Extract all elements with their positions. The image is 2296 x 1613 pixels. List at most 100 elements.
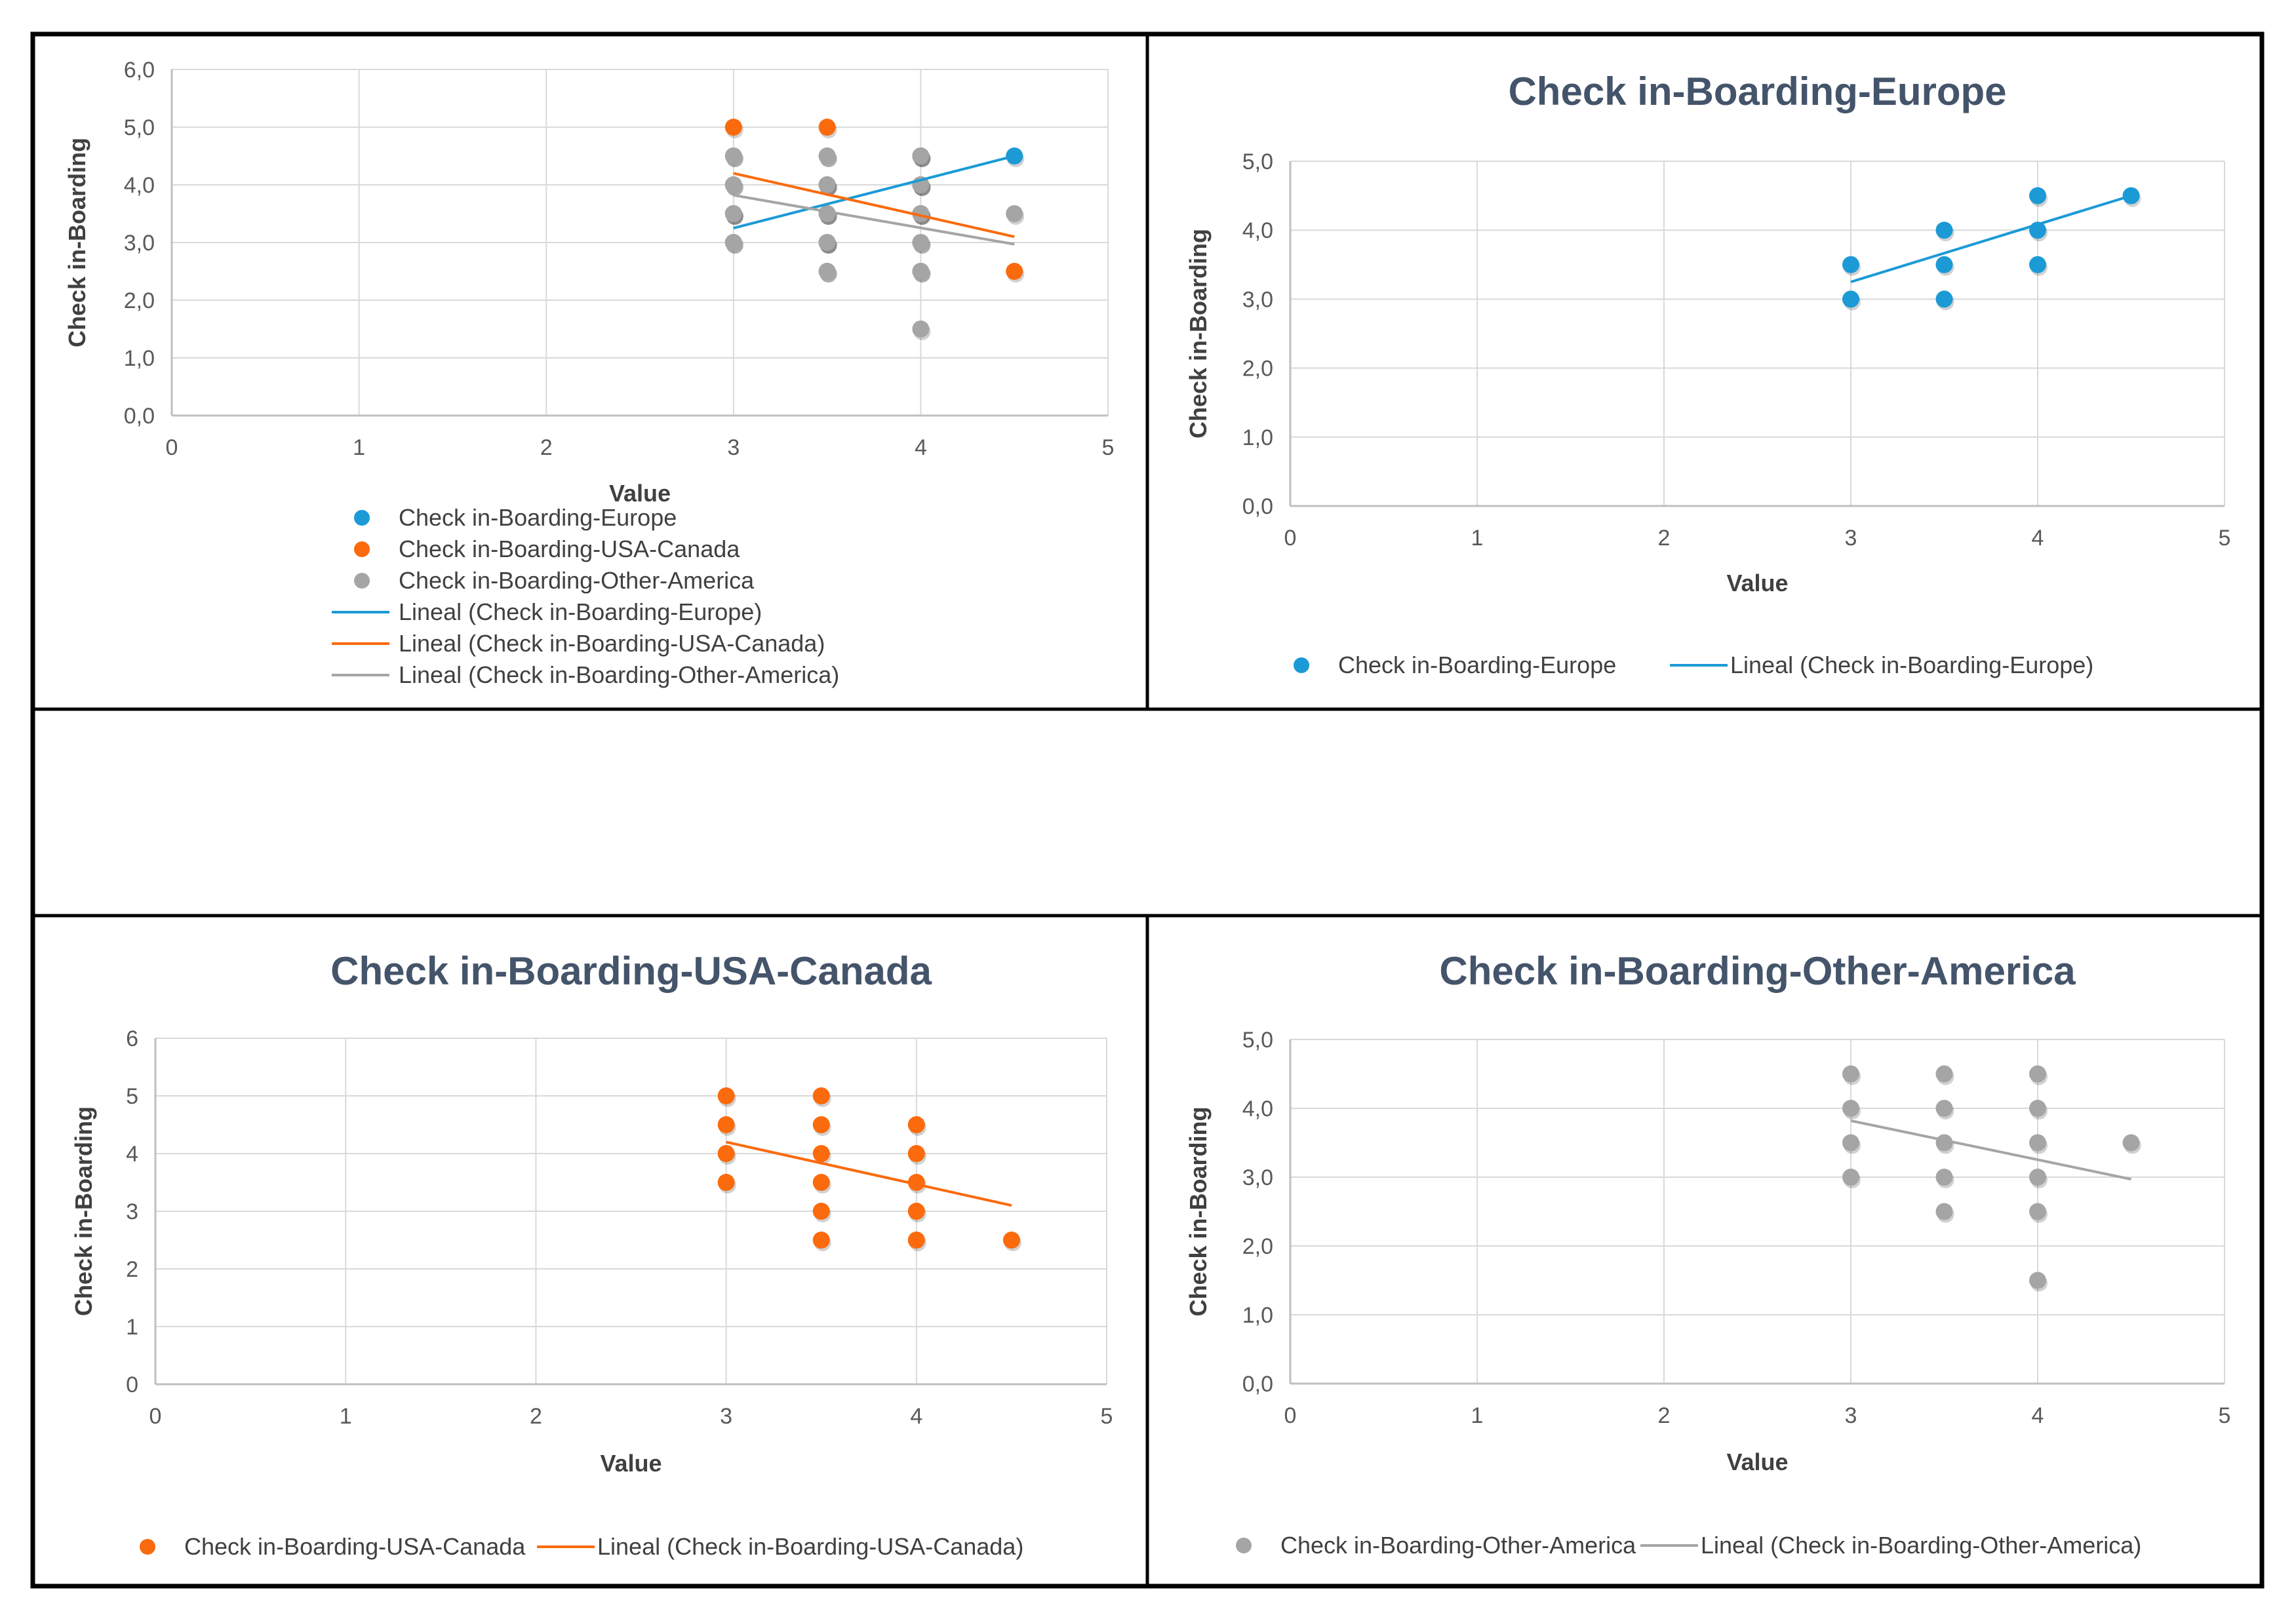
data-point [907,1174,925,1191]
trendline [733,193,1015,246]
data-point [812,1203,830,1220]
x-tick-label: 1 [340,1404,352,1429]
x-tick-label: 5 [1102,435,1115,460]
x-tick-label: 3 [1845,526,1857,551]
trendline [1850,1119,2131,1181]
y-axis-title: Check in-Boarding [1185,229,1212,438]
data-point [907,1203,925,1220]
data-point [2029,1065,2046,1083]
x-axis-title: Value [1726,570,1788,596]
legend-marker [1294,657,1309,673]
legend-label: Check in-Boarding-Other-America [399,567,755,594]
data-point [812,1174,830,1191]
y-tick-label: 3,0 [1242,287,1273,312]
y-tick-label: 4,0 [1242,218,1273,243]
x-tick-label: 1 [1471,1403,1484,1428]
y-tick-label: 0,0 [124,404,155,429]
data-point [2029,1203,2046,1220]
legend-marker [1236,1538,1252,1553]
legend-marker [354,541,370,557]
data-point [717,1116,735,1133]
data-point [2029,1272,2046,1289]
legend-label: Lineal (Check in-Boarding-Other-America) [1701,1532,2141,1559]
x-axis-title: Value [609,480,671,507]
data-point [912,321,930,338]
data-point [818,205,836,222]
data-point [2029,1100,2046,1117]
y-tick-label: 6 [126,1026,138,1051]
data-point [1935,290,1953,308]
legend-label: Check in-Boarding-Other-America [1280,1532,1636,1559]
data-point [2029,187,2046,204]
x-tick-label: 0 [149,1404,162,1429]
x-axis-title: Value [1726,1448,1788,1475]
y-tick-label: 5,0 [124,115,155,140]
y-tick-label: 1 [126,1315,138,1340]
chart-usa-canada: Check in-Boarding-USA-Canada 0 1 2 3 4 5 0 1 2 3 4 5… [70,949,1113,1560]
legend-label: Lineal (Check in-Boarding-USA-Canada) [597,1533,1023,1560]
x-tick-label: 3 [727,435,740,460]
y-tick-label: 3,0 [1242,1165,1273,1190]
data-point [818,119,836,136]
legend-label: Check in-Boarding-Europe [399,504,677,531]
data-point [812,1116,830,1133]
x-axis-title: Value [600,1450,662,1477]
y-tick-label: 2,0 [1242,1234,1273,1259]
data-point [717,1087,735,1104]
data-point [2029,256,2046,273]
data-point [724,205,742,222]
data-point [1935,222,1953,239]
x-tick-label: 5 [1101,1404,1113,1429]
y-tick-label: 3,0 [124,231,155,256]
trendline [733,172,1015,239]
data-point [2029,1134,2046,1152]
legend-label: Lineal (Check in-Boarding-USA-Canada) [399,630,825,657]
data-point [912,147,930,165]
legend-label: Lineal (Check in-Boarding-Other-America) [399,661,839,688]
data-point [812,1145,830,1162]
y-tick-label: 2,0 [124,288,155,313]
y-axis-title: Check in-Boarding [64,138,90,347]
y-tick-label: 0,0 [1242,1372,1273,1397]
data-point [818,234,836,251]
y-tick-label: 0 [126,1372,138,1397]
data-point [1842,256,1859,273]
data-point [907,1232,925,1249]
data-point [812,1232,830,1249]
chart-title: Check in-Boarding-USA-Canada [330,949,932,993]
chart-europe: Check in-Boarding-Europe 0 1 2 3 4 5 0,0 1,0 2,0 3… [1185,69,2230,678]
legend-marker [354,510,370,526]
data-point [717,1145,735,1162]
data-point [912,234,930,251]
x-tick-label: 2 [540,435,553,460]
y-tick-label: 4,0 [124,173,155,198]
data-point [724,119,742,136]
chart-other-america: Check in-Boarding-Other-America 0 1 2 3 4 5 0,0… [1185,949,2230,1559]
y-tick-label: 4,0 [1242,1097,1273,1121]
chart-title: Check in-Boarding-Other-America [1439,949,2076,993]
trendline [733,155,1015,229]
x-tick-label: 3 [720,1404,732,1429]
y-axis-title: Check in-Boarding [70,1106,97,1316]
x-tick-label: 4 [915,435,927,460]
x-tick-label: 0 [166,435,178,460]
x-tick-label: 4 [2032,526,2044,551]
chart-title: Check in-Boarding-Europe [1508,69,2006,113]
data-point [812,1087,830,1104]
data-point [2122,1134,2140,1152]
data-point [1842,1134,1859,1152]
data-point [717,1174,735,1191]
data-point [2029,1169,2046,1186]
y-tick-label: 5,0 [1242,1028,1273,1053]
x-tick-label: 5 [2219,526,2231,551]
x-tick-label: 1 [353,435,365,460]
data-point [912,263,930,280]
data-point [1002,1232,1020,1249]
data-point [907,1116,925,1133]
trendline [726,1140,1012,1207]
x-tick-label: 1 [1471,526,1484,551]
x-tick-label: 3 [1845,1403,1857,1428]
x-tick-label: 4 [2032,1403,2044,1428]
data-point [1935,256,1953,273]
